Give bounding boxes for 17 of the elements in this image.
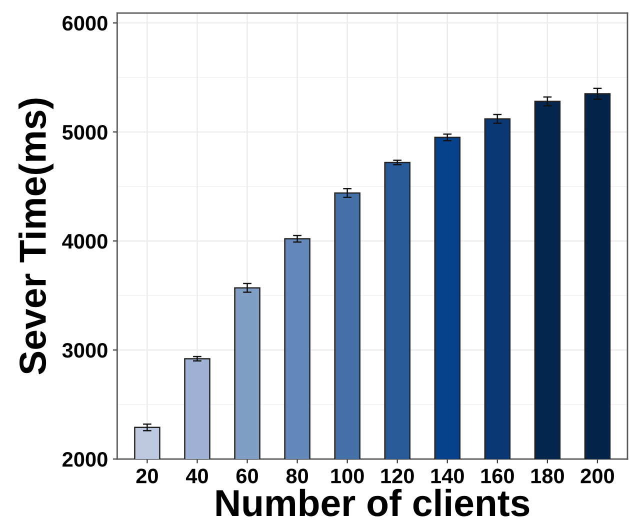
y-axis-title: Sever Time(ms) — [18, 98, 54, 374]
x-tick-label: 120 — [381, 468, 414, 484]
y-tick-label: 6000 — [62, 16, 108, 31]
y-tick-label: 2000 — [62, 452, 108, 467]
x-tick-label: 60 — [236, 468, 258, 484]
x-tick-label: 180 — [531, 468, 564, 484]
y-tick-label: 3000 — [62, 342, 108, 358]
x-tick-label: 200 — [580, 468, 614, 484]
y-tick-label: 4000 — [62, 234, 108, 249]
x-tick-label: 140 — [431, 468, 464, 484]
x-tick-label: 100 — [331, 468, 364, 484]
x-tick-label: 20 — [136, 468, 158, 484]
x-tick-label: 80 — [286, 468, 308, 484]
x-tick-label: 160 — [481, 468, 514, 484]
y-tick-label: 5000 — [62, 124, 108, 140]
x-tick-label: 40 — [186, 468, 208, 484]
x-axis-title: Number of clients — [216, 488, 530, 516]
